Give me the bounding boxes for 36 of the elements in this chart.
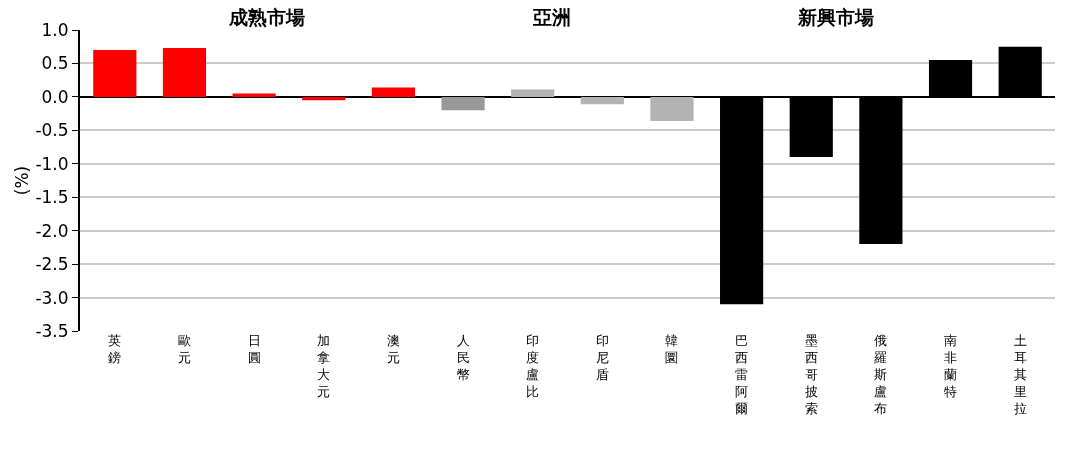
- bar: [511, 89, 555, 97]
- y-tick-label: -2.5: [35, 254, 69, 275]
- y-tick-label: 1.0: [41, 19, 69, 40]
- y-axis-title: (%): [12, 165, 33, 196]
- bar: [93, 50, 137, 97]
- y-tick-label: -2.0: [35, 220, 69, 241]
- text: 亞洲: [532, 6, 571, 28]
- y-tick-label: -3.5: [35, 320, 69, 341]
- y-tick-label: -3.0: [35, 287, 69, 308]
- y-tick-label: -1.5: [35, 187, 69, 208]
- y-tick-label: 0.0: [41, 86, 69, 107]
- bar: [162, 48, 207, 97]
- x-tick-label: 加拿大元: [317, 333, 331, 399]
- x-tick-label: 歐元: [177, 333, 191, 365]
- x-tick-label: 日圓: [247, 333, 261, 365]
- bar: [371, 87, 415, 97]
- x-tick-label: 澳元: [386, 333, 400, 365]
- bar: [302, 96, 346, 101]
- x-tick-label: 印度盧比: [526, 333, 540, 399]
- x-tick-label: 人民幣: [456, 333, 470, 382]
- bar: [441, 96, 485, 111]
- x-tick-label: 英鎊: [108, 333, 122, 365]
- y-tick-label: 0.5: [41, 53, 69, 74]
- x-tick-label: 俄羅斯盧布: [874, 333, 888, 416]
- y-tick-label: -0.5: [35, 120, 69, 141]
- bar: [580, 96, 624, 105]
- y-tick-label: -1.0: [35, 153, 69, 174]
- bar: [650, 96, 694, 121]
- x-tick-label: 巴西雷阿爾: [735, 333, 749, 416]
- x-tick-label: 南非蘭特: [944, 333, 958, 399]
- x-tick-label: 墨西哥披索: [804, 333, 818, 416]
- text: 成熟市場: [228, 6, 305, 28]
- text: 新興市場: [797, 6, 874, 28]
- x-tick-label: 印尼盾: [595, 333, 609, 382]
- x-tick-label: 韓圜: [665, 333, 679, 365]
- x-tick-label: 土耳其里拉: [1013, 333, 1027, 416]
